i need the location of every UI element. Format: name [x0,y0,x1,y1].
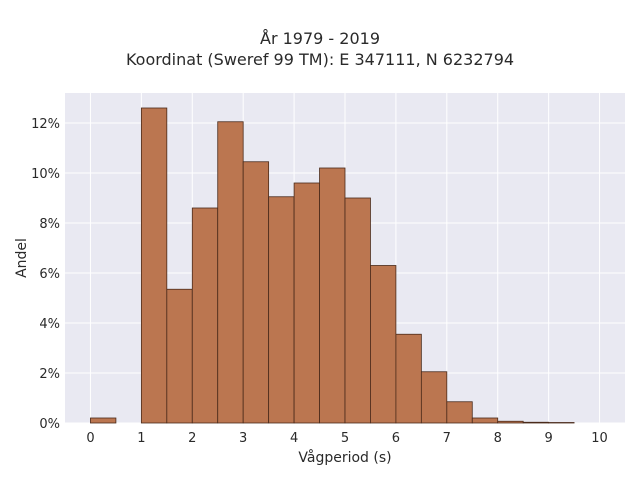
histogram-bar [90,417,117,424]
histogram-bar [293,182,320,424]
histogram-bar [471,417,499,424]
histogram-bar [268,196,295,424]
x-tick-label: 0 [86,431,94,446]
histogram-bar [548,422,575,424]
y-tick-label: 12% [31,117,60,132]
y-tick-label: 2% [39,367,60,382]
x-tick-label: 10 [591,431,608,446]
histogram-bar [522,421,550,424]
histogram-bar [140,107,168,424]
histogram-bar [420,371,448,424]
histogram-bar [166,288,193,424]
histogram-bar [446,401,473,424]
histogram-bar [319,167,346,424]
bars [90,107,575,424]
histogram-bar [370,265,397,424]
y-axis-label: Andel [14,238,30,278]
x-tick-label: 2 [188,431,196,446]
histogram-bar [217,121,244,424]
y-tick-label: 6% [39,267,60,282]
y-tick-label: 8% [39,217,60,232]
histogram-bar [191,207,219,424]
x-tick-label: 4 [290,431,298,446]
histogram-bar [497,420,524,424]
x-axis-label: Vågperiod (s) [298,449,391,466]
y-tick-label: 0% [39,417,60,432]
y-tick-label: 4% [39,317,60,332]
x-tick-label: 6 [392,431,400,446]
chart-title: År 1979 - 2019 [260,29,380,48]
chart-subtitle: Koordinat (Sweref 99 TM): E 347111, N 62… [125,50,515,69]
x-tick-label: 7 [443,431,451,446]
histogram-bar [242,161,270,424]
x-tick-label: 1 [137,431,145,446]
x-tick-label: 3 [239,431,247,446]
histogram-bar [344,197,371,424]
histogram-bar [395,333,422,424]
x-tick-label: 5 [341,431,349,446]
y-tick-label: 10% [31,167,60,182]
y-ticks: 0% 2% 4% 6% 8% 10% 12% [31,117,60,432]
x-ticks: 0 1 2 3 4 5 6 7 8 9 10 [86,431,608,446]
x-tick-label: 9 [544,431,552,446]
x-tick-label: 8 [494,431,502,446]
